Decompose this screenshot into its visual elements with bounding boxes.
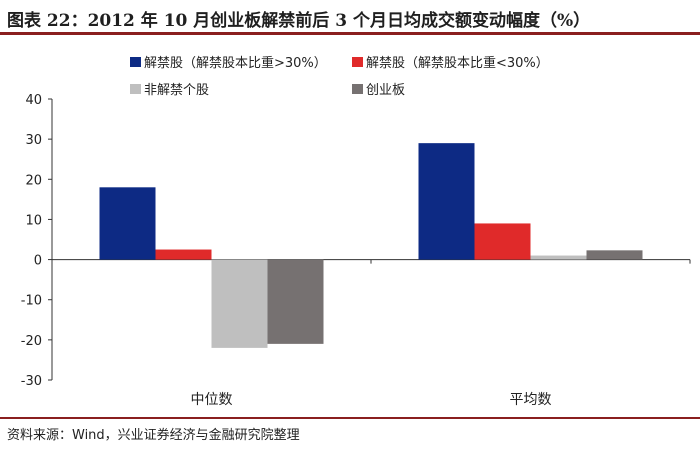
chart-title: 图表 22：2012 年 10 月创业板解禁前后 3 个月日均成交额变动幅度（%… bbox=[7, 11, 591, 31]
bar bbox=[267, 259, 324, 344]
source-rule bbox=[0, 417, 700, 419]
bar bbox=[418, 143, 475, 260]
y-tick-label: -30 bbox=[21, 374, 42, 389]
x-category-label: 平均数 bbox=[510, 392, 552, 408]
bar bbox=[530, 255, 587, 260]
legend-label: 创业板 bbox=[366, 83, 405, 98]
legend-swatch bbox=[130, 84, 141, 94]
y-tick-label: 40 bbox=[25, 93, 42, 108]
legend: 解禁股（解禁股本比重>30%） 解禁股（解禁股本比重<30%） 非解禁个股 创业板 bbox=[130, 55, 549, 98]
bar bbox=[155, 249, 212, 260]
bar bbox=[586, 250, 643, 260]
legend-swatch bbox=[352, 57, 363, 67]
legend-label: 非解禁个股 bbox=[144, 83, 209, 98]
y-tick-label: -20 bbox=[21, 334, 42, 349]
title-bar: 图表 22：2012 年 10 月创业板解禁前后 3 个月日均成交额变动幅度（%… bbox=[0, 0, 700, 33]
y-tick-label: -10 bbox=[21, 294, 42, 309]
legend-label: 解禁股（解禁股本比重>30%） bbox=[144, 55, 327, 71]
legend-swatch bbox=[352, 84, 363, 94]
y-tick-label: 10 bbox=[25, 213, 42, 228]
bars bbox=[99, 143, 643, 348]
y-tick-label: 30 bbox=[25, 133, 42, 148]
bar bbox=[211, 259, 268, 348]
x-category-label: 中位数 bbox=[191, 392, 233, 408]
y-tick-label: 0 bbox=[34, 254, 42, 269]
title-rule bbox=[0, 32, 700, 35]
bar bbox=[99, 187, 156, 260]
bar bbox=[474, 223, 531, 260]
chart: 解禁股（解禁股本比重>30%） 解禁股（解禁股本比重<30%） 非解禁个股 创业板 4… bbox=[21, 55, 691, 408]
legend-label: 解禁股（解禁股本比重<30%） bbox=[366, 55, 549, 71]
y-tick-label: 20 bbox=[25, 173, 42, 188]
source-note: 资料来源：Wind，兴业证券经济与金融研究院整理 bbox=[7, 428, 300, 443]
legend-swatch bbox=[130, 57, 141, 67]
